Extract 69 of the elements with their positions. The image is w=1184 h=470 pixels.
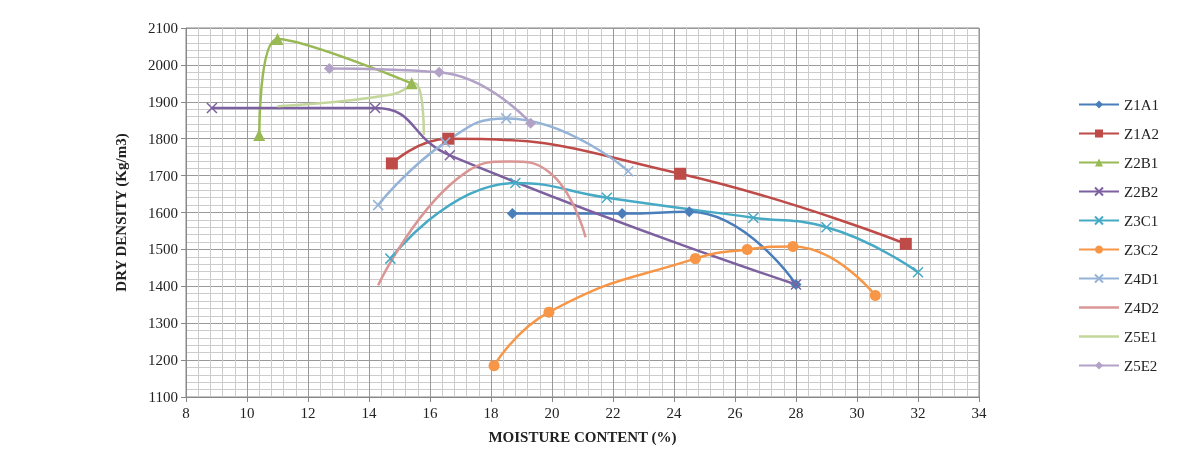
legend-label: Z1A1 [1124, 96, 1159, 113]
x-tick-label: 32 [910, 404, 926, 421]
point [506, 208, 518, 220]
legend-label: Z5E1 [1124, 328, 1158, 345]
point [787, 240, 799, 252]
point [369, 102, 381, 114]
point [622, 165, 634, 177]
point [525, 117, 537, 129]
line-series [376, 160, 587, 287]
y-tick-label: 1100 [148, 389, 178, 405]
point [869, 290, 881, 302]
point [439, 136, 451, 149]
legend-label: Z5E2 [1124, 357, 1158, 374]
point [372, 199, 384, 211]
point [689, 253, 701, 265]
point [912, 266, 924, 279]
point [509, 177, 522, 189]
x-tick-label: 12 [300, 404, 316, 421]
point [741, 243, 753, 255]
point [433, 66, 445, 78]
x-tick-label: 30 [849, 404, 865, 421]
legend-label: Z4D1 [1124, 270, 1159, 287]
point [206, 102, 218, 114]
point [747, 211, 760, 224]
x-tick-label: 10 [239, 404, 255, 421]
point [543, 306, 555, 318]
point [683, 206, 695, 218]
x-tick-label: 8 [182, 404, 190, 421]
x-tick-label: 34 [971, 404, 987, 421]
x-tick-label: 18 [483, 404, 499, 421]
y-tick-label: 1300 [148, 315, 178, 332]
y-tick-label: 1500 [148, 241, 178, 258]
legend-label: Z4D2 [1124, 299, 1159, 316]
point [616, 208, 628, 220]
point [500, 112, 512, 125]
point [253, 129, 266, 142]
x-tick-label: 20 [544, 404, 560, 421]
point [384, 252, 397, 265]
x-axis-title: MOISTURE CONTENT (%) [488, 428, 677, 446]
legend-label: Z3C2 [1124, 241, 1159, 258]
x-tick-label: 26 [727, 404, 743, 421]
y-tick-label: 1900 [148, 93, 178, 110]
y-tick-label: 1800 [148, 130, 178, 147]
x-tick-label: 24 [666, 404, 682, 421]
point [444, 149, 456, 162]
x-tick-label: 16 [422, 404, 438, 421]
y-tick-label: 1200 [148, 352, 178, 369]
point [488, 360, 500, 372]
legend-label: Z2B1 [1124, 154, 1159, 171]
x-tick-label: 14 [361, 404, 377, 421]
y-axis-title: DRY DENSITY (Kg/m3) [112, 133, 130, 292]
y-tick-label: 1400 [148, 278, 178, 295]
legend-label: Z1A2 [1124, 125, 1159, 142]
point [323, 63, 335, 75]
legend-label: Z3C1 [1124, 212, 1159, 229]
point [601, 191, 613, 204]
x-tick-label: 28 [788, 404, 804, 421]
y-tick-label: 1600 [148, 204, 178, 221]
point [899, 237, 912, 250]
point [271, 33, 284, 46]
point [385, 157, 398, 170]
point [674, 167, 687, 180]
legend-label: Z2B2 [1124, 183, 1159, 200]
x-tick-label: 22 [605, 404, 621, 421]
point [405, 77, 418, 90]
y-tick-label: 2100 [148, 20, 178, 36]
y-tick-label: 2000 [148, 56, 178, 73]
point [820, 221, 833, 234]
y-tick-label: 1700 [148, 167, 178, 184]
